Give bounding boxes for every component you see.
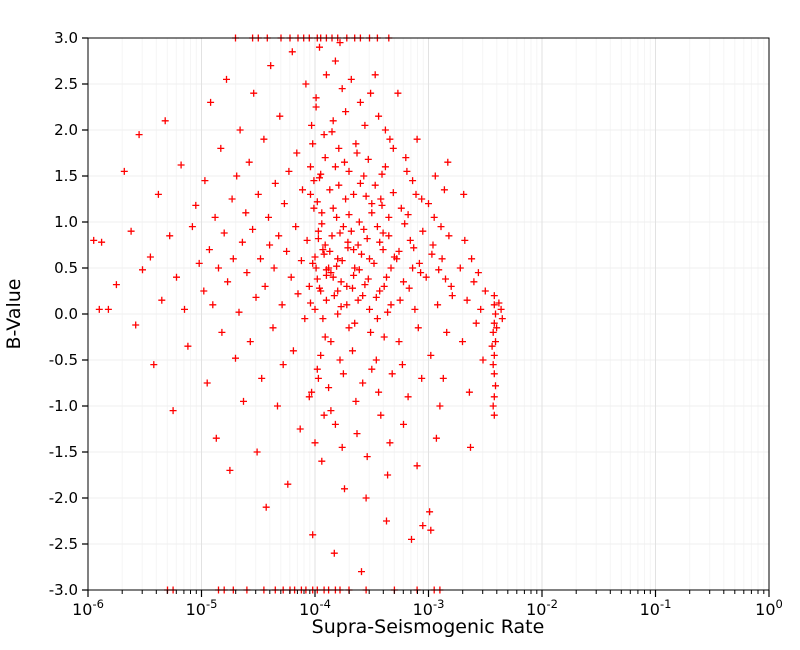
y-tick-label: 1.5 xyxy=(54,167,78,185)
y-tick-label: -1.5 xyxy=(49,443,78,461)
x-tick-label: 10-1 xyxy=(640,597,672,619)
x-major-ticks xyxy=(87,590,770,597)
y-tick-label: -2.0 xyxy=(49,489,78,507)
y-tick-label: -0.5 xyxy=(49,351,78,369)
y-tick-label: 2.0 xyxy=(54,121,78,139)
y-tick-label: -2.5 xyxy=(49,535,78,553)
y-tick-label: 0.0 xyxy=(54,305,78,323)
major-gridlines xyxy=(201,38,656,590)
x-minor-ticks xyxy=(121,590,765,594)
x-axis-label: Supra-Seismogenic Rate xyxy=(311,616,545,638)
y-tick-label: -3.0 xyxy=(49,581,78,599)
y-tick-label: -1.0 xyxy=(49,397,78,415)
y-tick-label: 1.0 xyxy=(54,213,78,231)
y-tick-label: 2.5 xyxy=(54,75,78,93)
y-ticks xyxy=(82,37,88,591)
x-tick-label: 100 xyxy=(755,597,783,619)
y-axis-label: B-Value xyxy=(3,278,25,350)
x-tick-label: 10-5 xyxy=(186,597,218,619)
x-tick-label: 10-6 xyxy=(72,597,104,619)
y-tick-label: 0.5 xyxy=(54,259,78,277)
y-tick-label: 3.0 xyxy=(54,29,78,47)
